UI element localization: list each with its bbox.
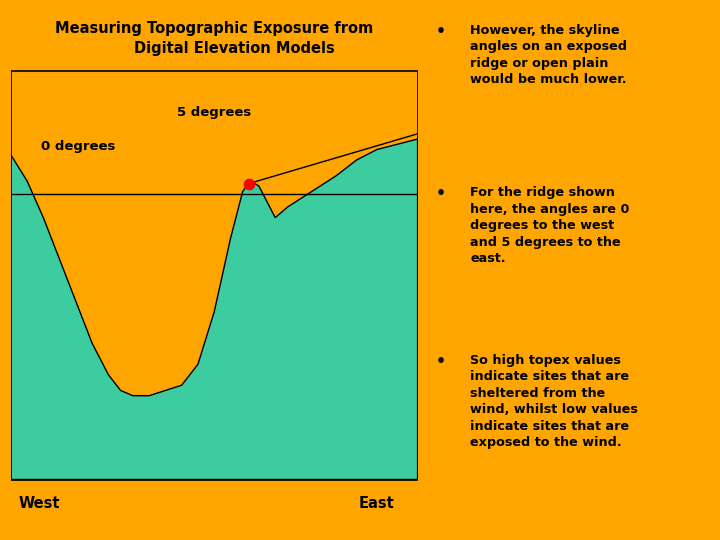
Text: •: • xyxy=(436,24,446,39)
Text: So high topex values
indicate sites that are
sheltered from the
wind, whilst low: So high topex values indicate sites that… xyxy=(470,354,638,449)
Text: •: • xyxy=(436,354,446,369)
Bar xyxy=(11,71,418,480)
Text: 0 degrees: 0 degrees xyxy=(41,140,115,153)
Text: •: • xyxy=(436,186,446,201)
Text: However, the skyline
angles on an exposed
ridge or open plain
would be much lowe: However, the skyline angles on an expose… xyxy=(470,24,627,86)
Text: For the ridge shown
here, the angles are 0
degrees to the west
and 5 degrees to : For the ridge shown here, the angles are… xyxy=(470,186,630,265)
Text: 5 degrees: 5 degrees xyxy=(177,106,251,119)
Polygon shape xyxy=(11,139,418,480)
Text: West: West xyxy=(19,496,60,511)
Text: Measuring Topographic Exposure from
        Digital Elevation Models: Measuring Topographic Exposure from Digi… xyxy=(55,21,374,56)
Text: East: East xyxy=(359,496,395,511)
Point xyxy=(243,179,255,188)
